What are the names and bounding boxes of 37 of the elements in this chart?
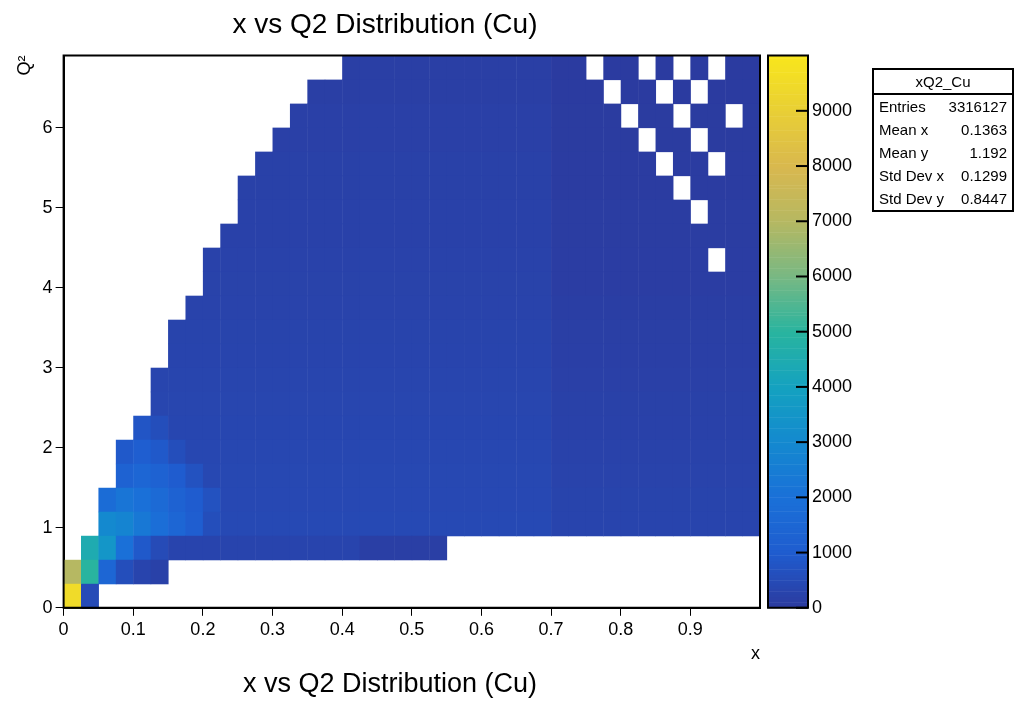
color-bar-label: 2000 <box>812 486 853 507</box>
x-tick-label: 0.5 <box>399 618 425 639</box>
y-tick-label: 4 <box>42 276 53 297</box>
color-bar-label: 0 <box>812 596 823 617</box>
text: Entries 3316127 <box>879 98 1007 115</box>
x-axis-title: x <box>751 643 760 664</box>
color-bar-label: 9000 <box>812 99 853 120</box>
x-tick-label: 0.4 <box>329 618 355 639</box>
color-bar-label: 8000 <box>812 155 853 176</box>
x-tick-label: 0.6 <box>468 618 494 639</box>
chart-title: x vs Q2 Distribution (Cu) <box>232 7 538 39</box>
y-tick-label: 5 <box>42 196 53 217</box>
color-bar-label: 3000 <box>812 431 853 452</box>
x-tick-label: 0 <box>58 618 69 639</box>
color-bar-label: 7000 <box>812 210 853 231</box>
y-tick-label: 6 <box>42 116 53 137</box>
x-tick-label: 0.7 <box>538 618 564 639</box>
text: xQ2_Cu <box>874 70 1012 95</box>
x-tick-label: 0.3 <box>260 618 286 639</box>
y-tick-label: 2 <box>42 436 53 457</box>
y-tick-label: 0 <box>42 596 53 617</box>
x-tick-label: 0.8 <box>608 618 634 639</box>
color-bar-label: 6000 <box>812 265 853 286</box>
y-axis-title: Q² <box>13 55 34 76</box>
text: Std Dev y 0.8447 <box>879 190 1007 207</box>
text: Std Dev x 0.1299 <box>879 167 1007 184</box>
x-tick-label: 0.2 <box>190 618 216 639</box>
y-tick-label: 1 <box>42 516 53 537</box>
x-tick-label: 0.9 <box>677 618 703 639</box>
color-bar-label: 1000 <box>812 541 853 562</box>
text: Mean y 1.192 <box>879 144 1007 161</box>
color-bar-label: 5000 <box>812 320 853 341</box>
color-bar-label: 4000 <box>812 375 853 396</box>
text: Mean x 0.1363 <box>879 121 1007 138</box>
text: x vs Q2 Distribution (Cu) <box>241 668 539 699</box>
y-tick-label: 3 <box>42 356 53 377</box>
x-tick-label: 0.1 <box>120 618 146 639</box>
